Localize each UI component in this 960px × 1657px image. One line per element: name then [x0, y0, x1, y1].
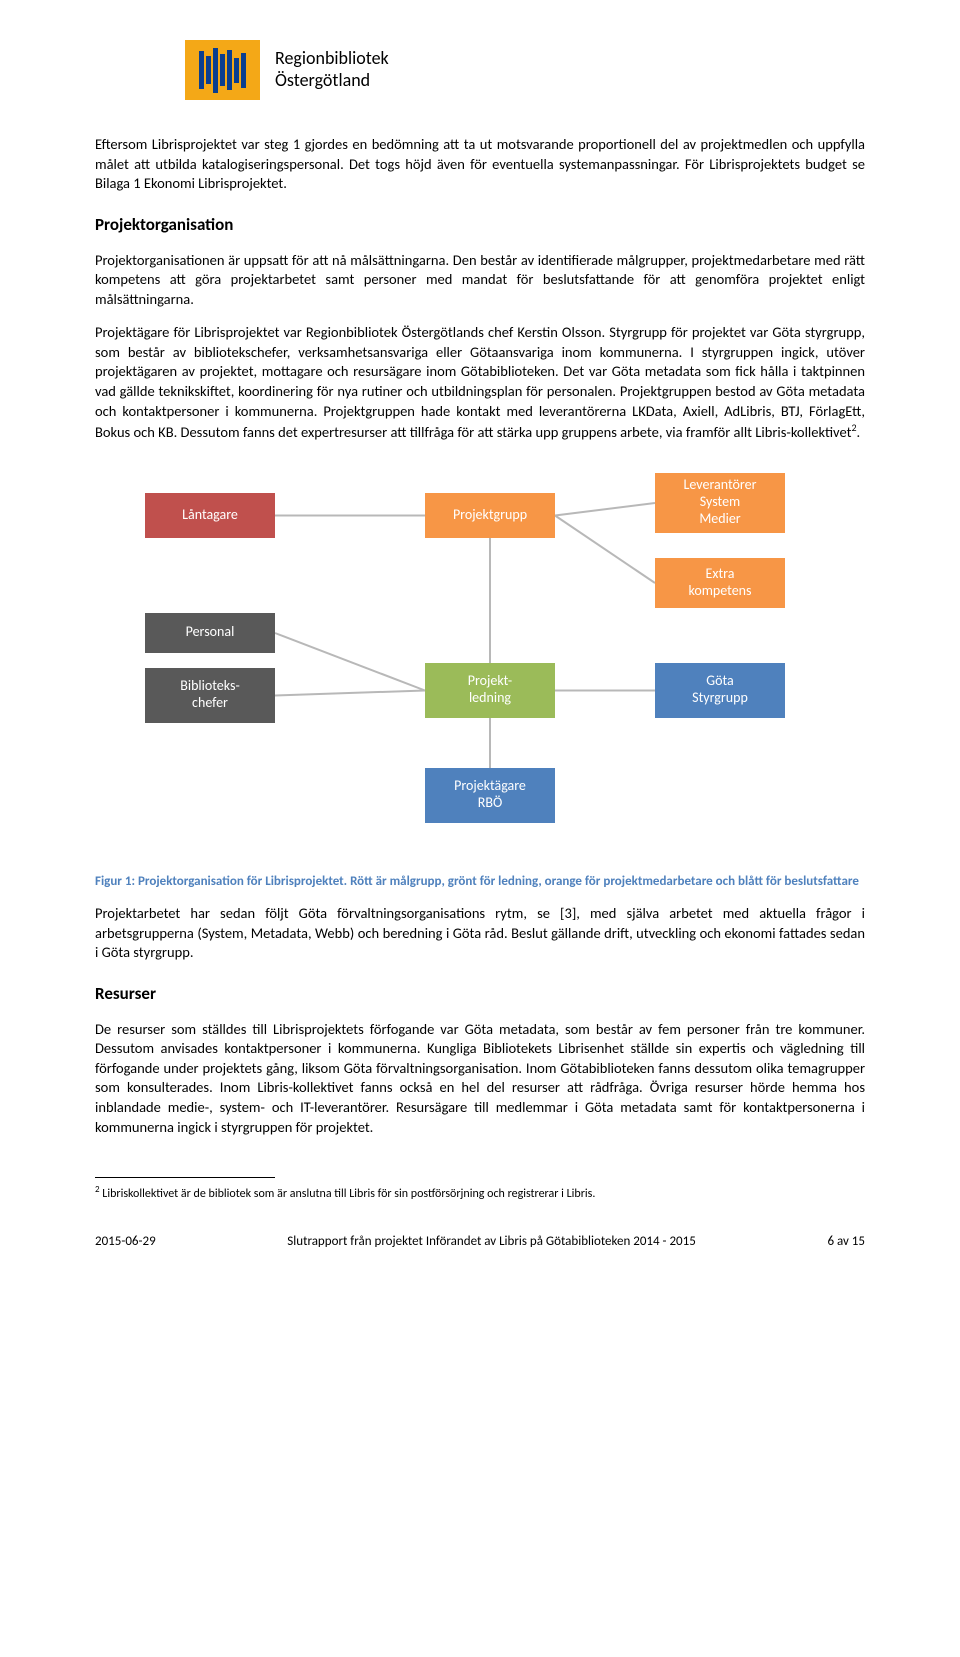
document-header: Regionbibliotek Östergötland	[185, 40, 865, 100]
diagram-node-styrgrupp: Göta Styrgrupp	[655, 663, 785, 718]
footer-title: Slutrapport från projektet Införandet av…	[287, 1233, 696, 1251]
footer-page: 6 av 15	[827, 1233, 865, 1251]
figure-caption: Figur 1: Projektorganisation för Librisp…	[95, 873, 865, 891]
org-name: Regionbibliotek Östergötland	[275, 48, 389, 91]
org-line2: Östergötland	[275, 70, 389, 92]
diagram-node-bibliotekschefer: Biblioteks- chefer	[145, 668, 275, 723]
diagram-node-lantagare: Låntagare	[145, 493, 275, 538]
paragraph-projorg-1: Projektorganisationen är uppsatt för att…	[95, 251, 865, 310]
logo-icon	[185, 40, 260, 100]
footnote-separator	[95, 1177, 275, 1178]
footnote-2: 2 Libriskollektivet är de bibliotek som …	[95, 1184, 865, 1203]
paragraph-projorg-2b: .	[857, 423, 861, 441]
org-diagram: Låntagare Projektgrupp Leverantörer System…	[95, 473, 875, 853]
paragraph-projorg-3: Projektarbetet har sedan följt Göta förv…	[95, 904, 865, 963]
diagram-node-projektagare: Projektägare RBÖ	[425, 768, 555, 823]
heading-resurser: Resurser	[95, 983, 865, 1006]
diagram-node-projektledning: Projekt- ledning	[425, 663, 555, 718]
diagram-node-projektgrupp: Projektgrupp	[425, 493, 555, 538]
paragraph-projorg-2a: Projektägare för Librisprojektet var Reg…	[95, 323, 865, 441]
paragraph-projorg-2: Projektägare för Librisprojektet var Reg…	[95, 323, 865, 442]
paragraph-intro: Eftersom Librisprojektet var steg 1 gjor…	[95, 135, 865, 194]
footnote-text: Libriskollektivet är de bibliotek som är…	[100, 1187, 596, 1201]
diagram-node-leverantorer: Leverantörer System Medier	[655, 473, 785, 533]
page-footer: 2015-06-29 Slutrapport från projektet In…	[95, 1233, 865, 1251]
paragraph-resurser: De resurser som ställdes till Librisproj…	[95, 1020, 865, 1137]
org-line1: Regionbibliotek	[275, 48, 389, 70]
heading-projektorganisation: Projektorganisation	[95, 214, 865, 237]
diagram-node-extra: Extra kompetens	[655, 558, 785, 608]
diagram-node-personal: Personal	[145, 613, 275, 653]
footer-date: 2015-06-29	[95, 1233, 156, 1251]
